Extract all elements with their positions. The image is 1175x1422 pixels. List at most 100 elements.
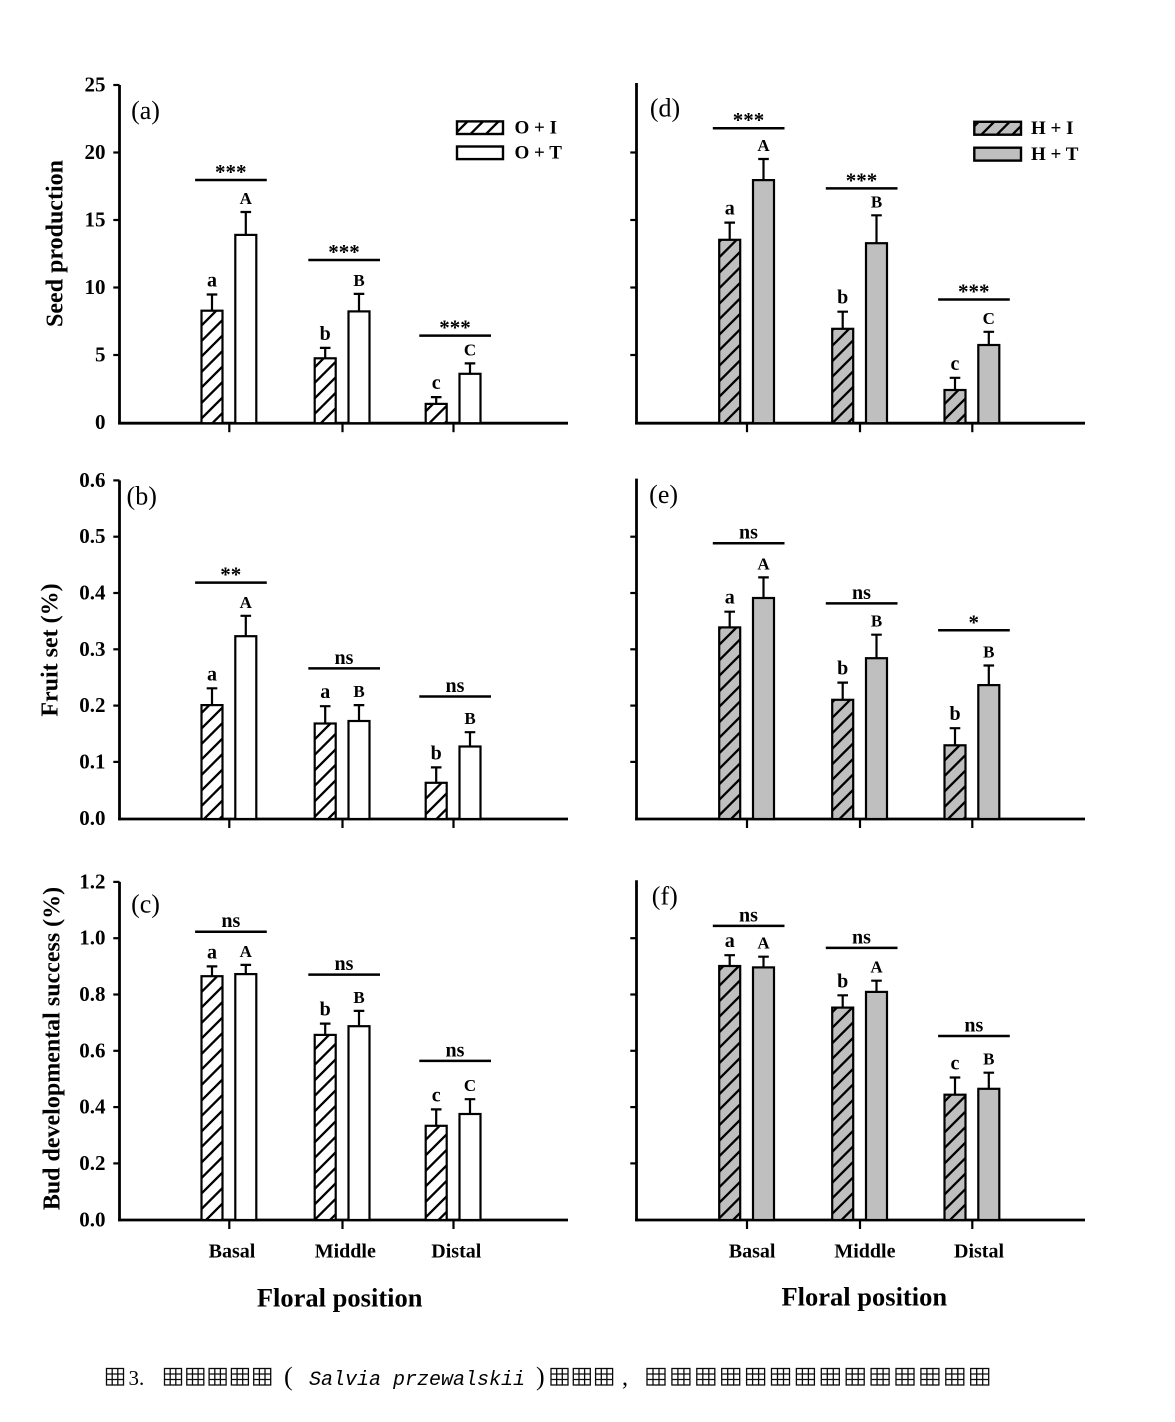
svg-text:H + T: H + T xyxy=(1031,144,1079,165)
svg-text:0.4: 0.4 xyxy=(79,1095,106,1119)
svg-text:Seed production: Seed production xyxy=(43,160,69,327)
svg-text:B: B xyxy=(353,271,364,290)
svg-text:B: B xyxy=(871,192,882,211)
svg-text:C: C xyxy=(464,1076,476,1095)
svg-text:,: , xyxy=(622,1365,628,1391)
svg-text:b: b xyxy=(320,323,331,345)
svg-text:a: a xyxy=(207,663,217,685)
svg-text:0.1: 0.1 xyxy=(79,749,105,773)
svg-text:0.2: 0.2 xyxy=(79,1151,105,1175)
svg-text:Middle: Middle xyxy=(315,1241,376,1263)
svg-text:0.0: 0.0 xyxy=(79,806,105,830)
svg-text:(f): (f) xyxy=(652,882,678,911)
svg-text:ns: ns xyxy=(221,910,240,932)
svg-text:c: c xyxy=(432,372,441,394)
svg-text:5: 5 xyxy=(95,343,106,367)
svg-text:B: B xyxy=(464,709,475,728)
svg-text:A: A xyxy=(240,593,253,612)
svg-text:A: A xyxy=(870,958,883,977)
svg-text:ns: ns xyxy=(739,904,758,926)
svg-text:***: *** xyxy=(439,316,471,340)
svg-text:0.5: 0.5 xyxy=(79,524,105,548)
svg-text:O + I: O + I xyxy=(515,118,558,139)
svg-text:0: 0 xyxy=(95,410,106,434)
svg-text:b: b xyxy=(837,970,848,992)
svg-text:(e): (e) xyxy=(649,480,678,509)
svg-text:ns: ns xyxy=(852,582,871,604)
svg-text:***: *** xyxy=(846,168,878,192)
svg-text:b: b xyxy=(949,703,960,725)
svg-text:(d): (d) xyxy=(650,94,680,123)
svg-text:a: a xyxy=(725,198,735,220)
svg-text:0.4: 0.4 xyxy=(79,581,106,605)
svg-text:a: a xyxy=(725,930,735,952)
svg-text:Floral position: Floral position xyxy=(781,1282,947,1312)
svg-text:0.3: 0.3 xyxy=(79,637,105,661)
svg-text:ns: ns xyxy=(964,1015,983,1037)
svg-text:Bud developmental success (%): Bud developmental success (%) xyxy=(40,887,66,1210)
svg-text:a: a xyxy=(320,681,330,703)
svg-text:(a): (a) xyxy=(131,96,160,125)
svg-text:Middle: Middle xyxy=(834,1241,895,1263)
svg-text:***: *** xyxy=(328,240,360,264)
svg-text:Distal: Distal xyxy=(954,1241,1004,1263)
svg-text:1.0: 1.0 xyxy=(79,926,105,950)
svg-text:0.0: 0.0 xyxy=(79,1208,105,1232)
svg-text:**: ** xyxy=(220,563,241,587)
svg-text:a: a xyxy=(207,270,217,292)
svg-text:O + T: O + T xyxy=(515,143,563,164)
svg-text:15: 15 xyxy=(85,208,106,232)
svg-text:*: * xyxy=(969,610,980,634)
svg-text:Basal: Basal xyxy=(209,1241,256,1263)
svg-text:B: B xyxy=(983,1050,994,1069)
svg-text:25: 25 xyxy=(85,73,106,97)
svg-text:b: b xyxy=(431,742,442,764)
svg-text:(c): (c) xyxy=(131,889,160,918)
svg-text:Fruit set (%): Fruit set (%) xyxy=(38,583,64,716)
svg-text:C: C xyxy=(983,309,995,328)
svg-text:3.: 3. xyxy=(129,1366,145,1390)
svg-text:a: a xyxy=(207,941,217,963)
svg-text:c: c xyxy=(432,1084,441,1106)
svg-text:10: 10 xyxy=(85,275,106,299)
svg-text:ns: ns xyxy=(446,1039,465,1061)
svg-text:(b): (b) xyxy=(127,482,157,511)
svg-text:): ) xyxy=(536,1362,545,1391)
svg-text:***: *** xyxy=(215,160,247,184)
svg-text:ns: ns xyxy=(335,953,354,975)
svg-text:a: a xyxy=(725,587,735,609)
svg-text:ns: ns xyxy=(335,647,354,669)
svg-text:0.6: 0.6 xyxy=(79,1038,105,1062)
svg-text:b: b xyxy=(837,658,848,680)
svg-text:(: ( xyxy=(284,1362,293,1391)
svg-text:Distal: Distal xyxy=(431,1241,481,1263)
svg-text:b: b xyxy=(837,287,848,309)
svg-text:B: B xyxy=(983,643,994,662)
svg-text:ns: ns xyxy=(739,522,758,544)
svg-text:A: A xyxy=(240,942,253,961)
svg-text:B: B xyxy=(353,988,364,1007)
svg-text:1.2: 1.2 xyxy=(79,869,105,893)
svg-text:Salvia przewalskii: Salvia przewalskii xyxy=(309,1369,525,1392)
svg-text:A: A xyxy=(757,934,770,953)
svg-text:ns: ns xyxy=(446,675,465,697)
svg-text:0.6: 0.6 xyxy=(79,468,105,492)
svg-text:Floral position: Floral position xyxy=(257,1283,423,1313)
svg-text:Basal: Basal xyxy=(729,1241,776,1263)
svg-text:b: b xyxy=(320,999,331,1021)
svg-text:B: B xyxy=(871,612,882,631)
svg-text:B: B xyxy=(353,682,364,701)
svg-text:A: A xyxy=(240,189,253,208)
svg-text:ns: ns xyxy=(852,926,871,948)
svg-text:***: *** xyxy=(958,280,990,304)
svg-text:A: A xyxy=(757,136,770,155)
svg-text:c: c xyxy=(951,1053,960,1075)
svg-text:c: c xyxy=(951,353,960,375)
svg-text:0.2: 0.2 xyxy=(79,693,105,717)
svg-text:A: A xyxy=(757,554,770,573)
svg-text:0.8: 0.8 xyxy=(79,982,105,1006)
svg-text:***: *** xyxy=(733,108,765,132)
svg-text:20: 20 xyxy=(85,140,106,164)
svg-text:C: C xyxy=(464,340,476,359)
svg-text:H + I: H + I xyxy=(1031,118,1074,139)
